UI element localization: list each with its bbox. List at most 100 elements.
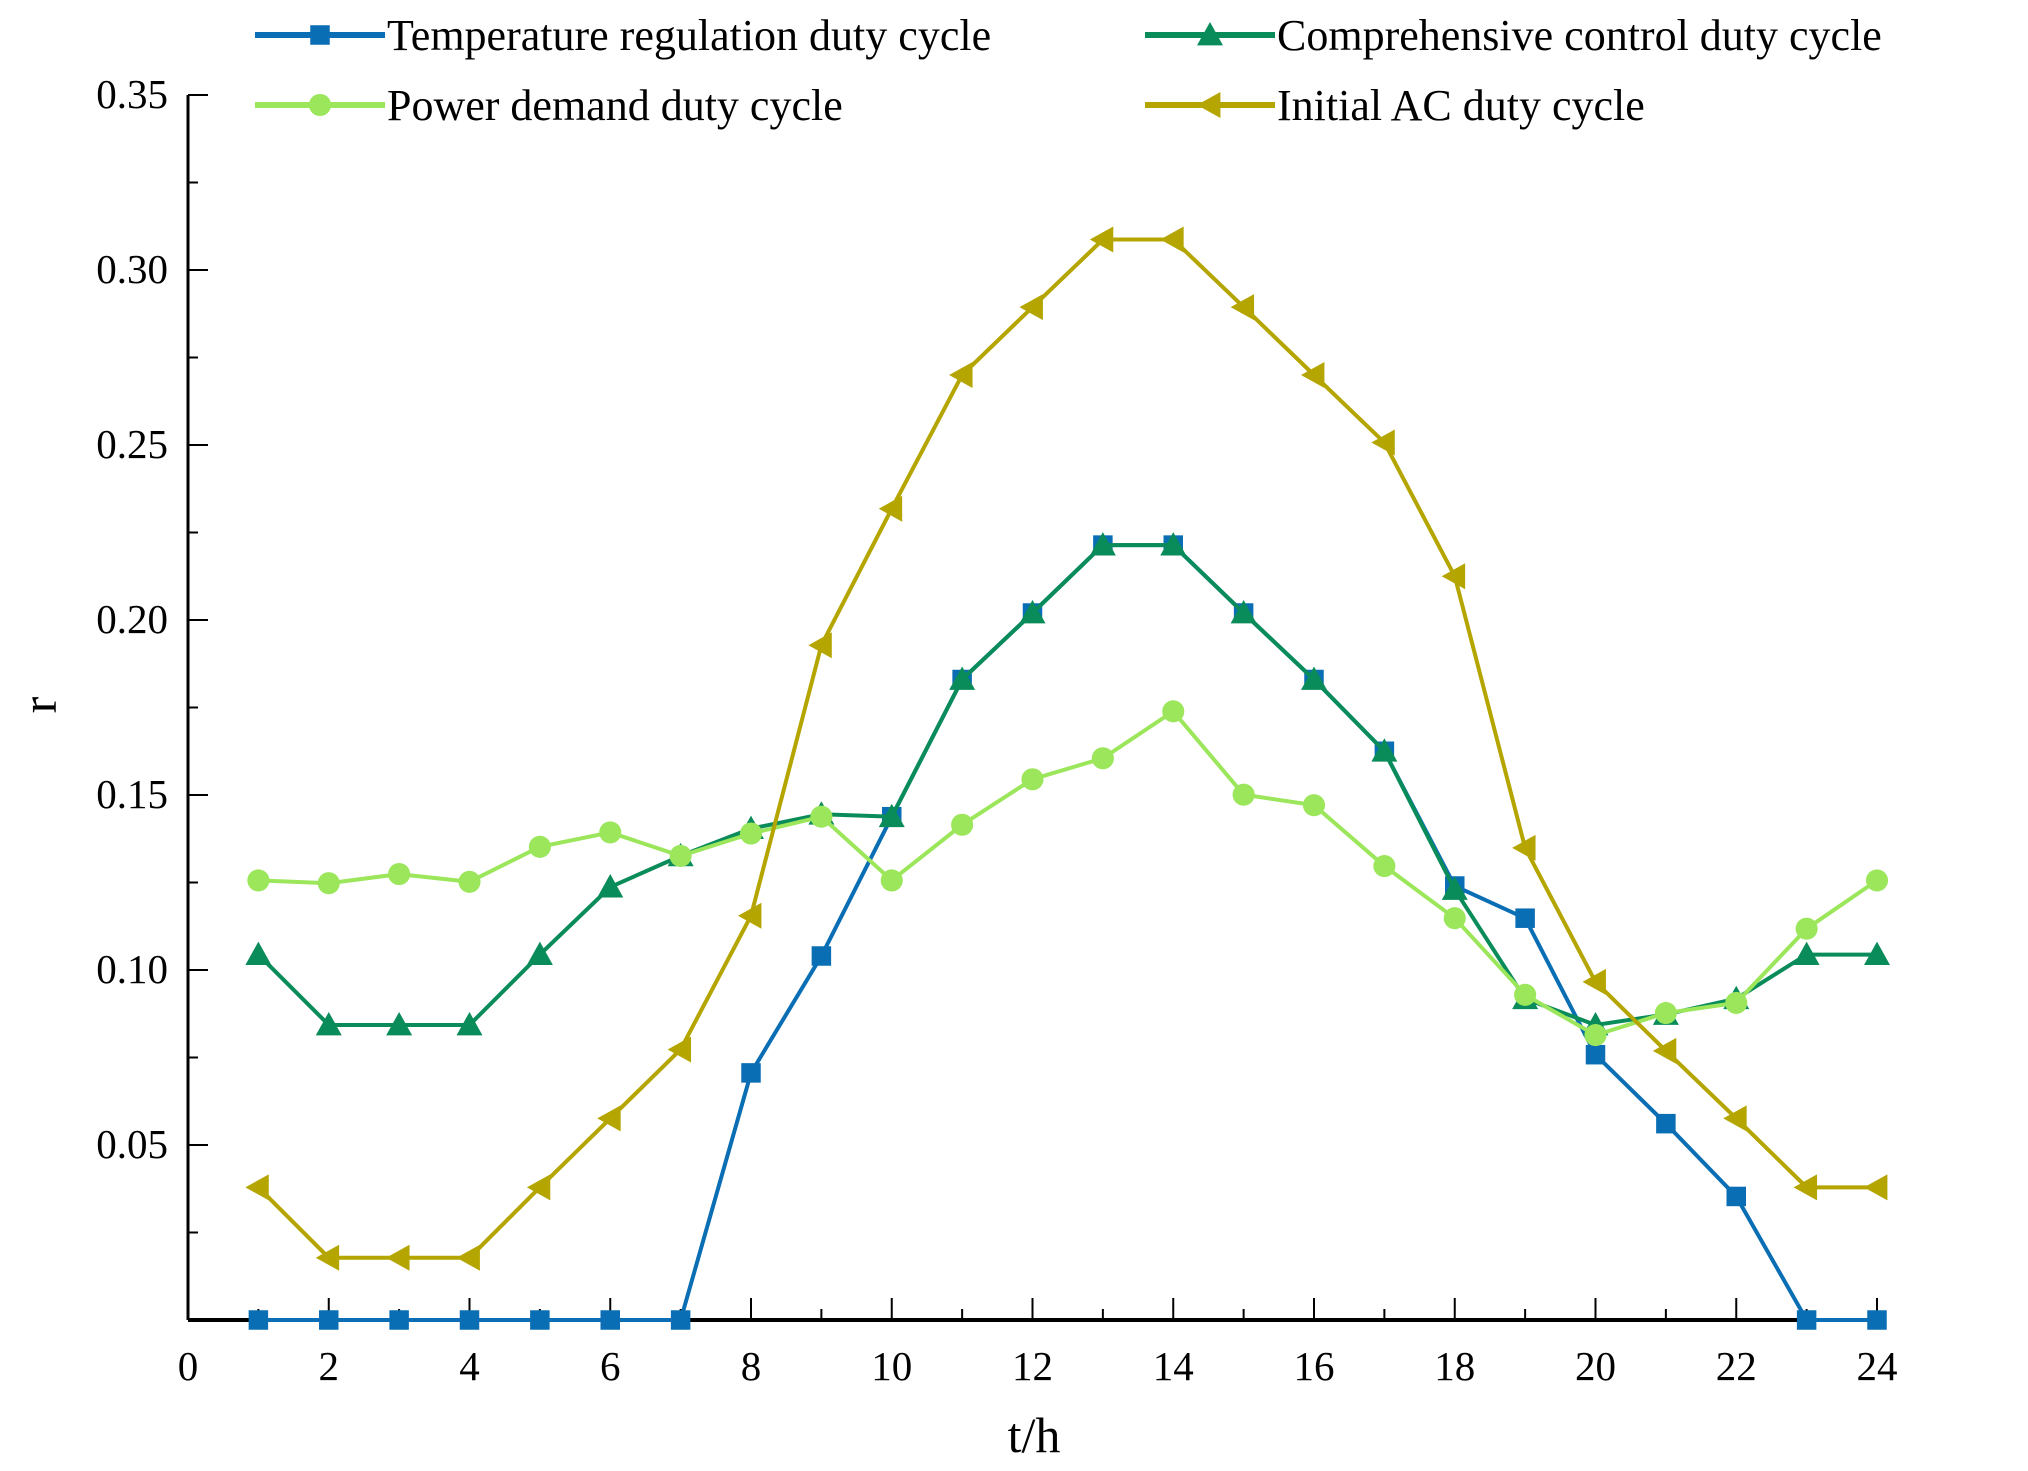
data-point: [459, 1310, 480, 1330]
y-tick-label: 0.25: [96, 421, 168, 467]
legend-marker-icon: [310, 25, 330, 45]
x-tick-label: 24: [1857, 1343, 1898, 1389]
series-line: [258, 708, 1879, 1038]
x-tick-label: 18: [1434, 1343, 1475, 1389]
data-point: [1371, 429, 1395, 456]
data-point: [1795, 917, 1818, 940]
data-point: [1867, 1310, 1887, 1330]
data-point: [1230, 294, 1255, 321]
series-group: [245, 226, 1890, 1330]
x-tick-label: 6: [600, 1343, 621, 1389]
series-line: [258, 543, 1877, 1322]
y-tick-label: 0.05: [96, 1121, 168, 1167]
data-point: [1865, 869, 1889, 892]
data-point: [599, 821, 622, 844]
x-tick-label: 20: [1575, 1343, 1616, 1389]
data-point: [878, 803, 905, 828]
data-point: [245, 1174, 269, 1201]
x-tick-label: 16: [1294, 1343, 1335, 1389]
data-point: [388, 863, 411, 886]
data-point: [526, 1174, 551, 1201]
data-point: [1723, 1105, 1747, 1132]
data-point: [878, 495, 903, 522]
data-point: [386, 1244, 410, 1271]
series-line: [256, 237, 1877, 1260]
x-axis-label: t/h: [1008, 1407, 1061, 1463]
data-point: [738, 902, 762, 929]
data-point: [810, 805, 833, 828]
data-point: [1371, 738, 1398, 762]
data-point: [1089, 532, 1116, 556]
data-point: [1162, 700, 1185, 723]
data-point: [1019, 294, 1043, 321]
data-point: [597, 1105, 621, 1132]
x-tick-label: 22: [1716, 1343, 1757, 1389]
y-axis-label: r: [11, 696, 67, 713]
legend-marker-icon: [308, 93, 332, 117]
data-point: [1302, 794, 1326, 817]
data-point: [1796, 1310, 1817, 1330]
data-point: [1230, 600, 1257, 624]
data-point: [1512, 834, 1536, 861]
legend: Temperature regulation duty cycle Compreh…: [255, 11, 1882, 130]
data-point: [1441, 563, 1466, 590]
data-point: [1793, 1174, 1818, 1201]
data-point: [319, 1310, 339, 1330]
data-point: [741, 1063, 761, 1083]
series-comprehensive-control-duty-cycle: [245, 532, 1890, 1036]
data-point: [1089, 226, 1114, 253]
data-point: [951, 813, 974, 836]
legend-label: Temperature regulation duty cycle: [387, 11, 991, 60]
legend-item: Temperature regulation duty cycle: [255, 11, 991, 60]
data-point: [530, 1310, 550, 1330]
y-tick-label: 0.35: [96, 71, 168, 117]
data-point: [528, 835, 551, 858]
data-point: [808, 632, 832, 659]
data-point: [1301, 362, 1325, 388]
series-initial-ac-duty-cycle: [245, 226, 1888, 1271]
data-point: [1652, 1037, 1677, 1064]
legend-item: Initial AC duty cycle: [1145, 81, 1645, 130]
legend-label: Comprehensive control duty cycle: [1277, 11, 1882, 60]
x-tick-label: 4: [459, 1343, 480, 1389]
data-point: [1864, 1174, 1888, 1201]
data-point: [1232, 783, 1255, 806]
data-point: [1515, 908, 1535, 928]
legend-label: Power demand duty cycle: [387, 81, 843, 130]
legend-marker-icon: [1197, 22, 1223, 46]
x-tick-label: 10: [871, 1343, 912, 1389]
data-point: [1654, 1002, 1677, 1025]
data-point: [1091, 747, 1114, 770]
legend-marker-icon: [1197, 92, 1221, 118]
axes: 0 2 4 6 8 10 12 14 16 18 20 22 240.050.100.150.200.2…: [96, 71, 1897, 1389]
data-point: [670, 1310, 691, 1330]
legend-item: Power demand duty cycle: [255, 81, 843, 130]
x-tick-label: 0: [178, 1343, 199, 1389]
data-point: [526, 941, 553, 965]
data-point: [1514, 983, 1537, 1006]
data-point: [456, 1244, 480, 1271]
y-tick-label: 0.10: [96, 946, 168, 992]
data-point: [1656, 1113, 1676, 1134]
data-point: [949, 666, 976, 690]
data-point: [315, 1011, 342, 1036]
data-point: [1582, 968, 1606, 995]
data-point: [949, 362, 973, 388]
data-point: [1585, 1044, 1606, 1065]
data-point: [1864, 941, 1890, 965]
x-tick-label: 14: [1153, 1343, 1194, 1389]
data-point: [389, 1310, 409, 1330]
series-line: [256, 543, 1877, 1028]
y-tick-label: 0.15: [96, 771, 168, 817]
data-point: [1160, 226, 1184, 253]
data-point: [245, 941, 272, 965]
data-point: [1725, 991, 1748, 1014]
data-point: [1160, 532, 1187, 556]
data-point: [1301, 666, 1327, 690]
x-tick-label: 12: [1012, 1343, 1053, 1389]
data-point: [1584, 1024, 1607, 1047]
data-point: [1793, 941, 1820, 965]
data-point: [247, 869, 270, 892]
data-point: [880, 869, 903, 892]
data-point: [315, 1244, 340, 1271]
